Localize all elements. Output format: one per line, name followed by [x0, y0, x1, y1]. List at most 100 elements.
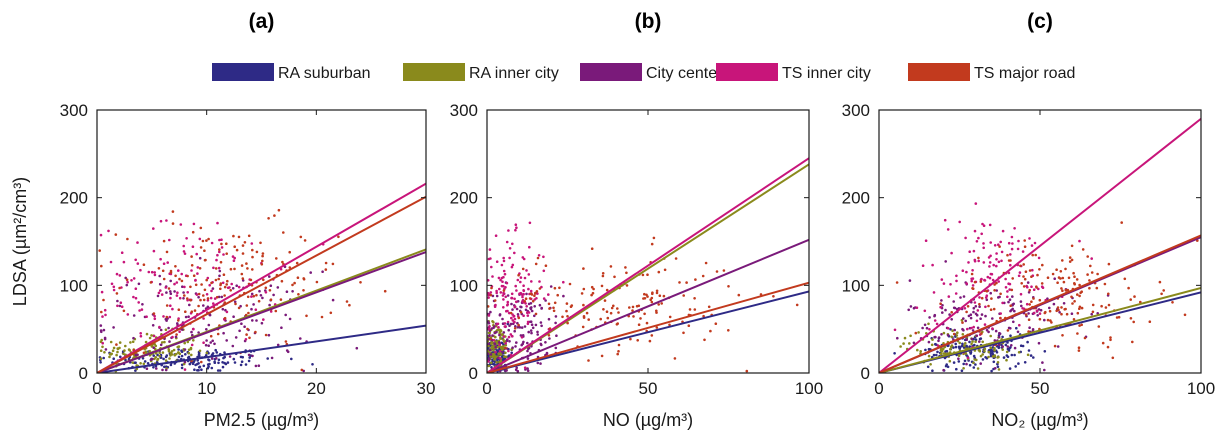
data-point — [129, 341, 132, 344]
data-point — [488, 334, 491, 338]
data-point — [291, 283, 294, 287]
data-point — [281, 260, 284, 264]
data-point — [505, 369, 508, 372]
data-point — [157, 291, 161, 295]
data-point — [548, 327, 552, 330]
data-point — [967, 314, 971, 318]
data-point — [1031, 268, 1034, 272]
data-point — [176, 291, 179, 295]
data-point — [110, 282, 114, 286]
data-point — [164, 328, 168, 332]
data-point — [709, 329, 712, 333]
data-point — [966, 327, 969, 331]
data-point — [537, 254, 541, 257]
data-point — [980, 232, 983, 236]
data-point — [650, 300, 654, 304]
data-point — [134, 287, 138, 291]
data-point — [192, 339, 195, 342]
data-point — [1030, 300, 1033, 304]
data-point — [239, 304, 242, 308]
data-point — [646, 273, 649, 277]
data-point — [1016, 247, 1020, 251]
data-point — [246, 327, 249, 331]
data-point — [284, 313, 288, 317]
data-point — [526, 314, 530, 317]
data-point — [1027, 330, 1030, 333]
data-point — [264, 286, 268, 290]
data-point — [1107, 262, 1111, 266]
data-point — [538, 287, 542, 290]
data-point — [175, 294, 179, 297]
data-point — [795, 303, 799, 307]
data-point — [942, 368, 945, 372]
data-point — [514, 345, 517, 348]
data-point — [171, 307, 174, 311]
data-point — [1041, 361, 1044, 364]
data-point — [198, 256, 202, 260]
data-point — [993, 244, 997, 247]
data-point — [954, 292, 958, 295]
data-point — [974, 340, 977, 344]
data-point — [1046, 297, 1049, 301]
data-point — [952, 361, 956, 364]
data-point — [161, 269, 165, 273]
fit-line — [97, 195, 426, 373]
data-point — [600, 284, 604, 288]
data-point — [991, 352, 994, 355]
data-point — [673, 357, 677, 360]
data-point — [624, 266, 627, 269]
data-point — [211, 339, 214, 343]
data-point — [184, 315, 188, 319]
data-point — [969, 316, 973, 320]
data-point — [178, 330, 181, 334]
data-point — [1061, 289, 1064, 293]
data-point — [497, 326, 500, 329]
data-point — [933, 319, 937, 322]
data-point — [159, 343, 163, 347]
data-point — [1011, 295, 1014, 298]
data-point — [165, 354, 169, 357]
data-point — [524, 297, 528, 301]
data-point — [116, 350, 119, 354]
data-point — [657, 303, 660, 306]
legend-swatch — [908, 63, 970, 81]
panel-label: (c) — [1027, 10, 1053, 33]
data-point — [200, 360, 203, 364]
data-point — [962, 295, 966, 298]
data-point — [592, 287, 595, 291]
data-point — [972, 306, 976, 310]
data-point — [693, 308, 697, 311]
data-point — [216, 332, 220, 336]
data-point — [225, 283, 228, 286]
data-point — [168, 357, 171, 360]
data-point — [508, 247, 512, 250]
data-point — [525, 292, 528, 296]
data-point — [158, 282, 162, 286]
data-point — [212, 302, 215, 305]
data-point — [103, 308, 107, 312]
data-point — [693, 297, 696, 300]
data-point — [527, 346, 531, 350]
data-point — [1025, 284, 1028, 288]
data-point — [199, 226, 203, 230]
data-point — [153, 271, 156, 274]
data-point — [928, 316, 931, 319]
data-point — [552, 309, 556, 313]
data-point — [1022, 285, 1026, 288]
data-point — [1088, 279, 1091, 282]
data-point — [1078, 294, 1081, 298]
data-point — [510, 265, 514, 269]
data-point — [997, 280, 1000, 283]
data-point — [616, 322, 619, 325]
data-point — [997, 343, 1001, 347]
data-point — [228, 286, 231, 289]
data-point — [539, 362, 542, 365]
data-point — [1006, 329, 1010, 332]
data-point — [1096, 272, 1099, 276]
data-point — [536, 330, 539, 334]
data-point — [976, 326, 980, 330]
data-point — [631, 309, 634, 312]
data-point — [997, 260, 1001, 264]
data-point — [134, 258, 137, 262]
data-point — [221, 307, 225, 311]
